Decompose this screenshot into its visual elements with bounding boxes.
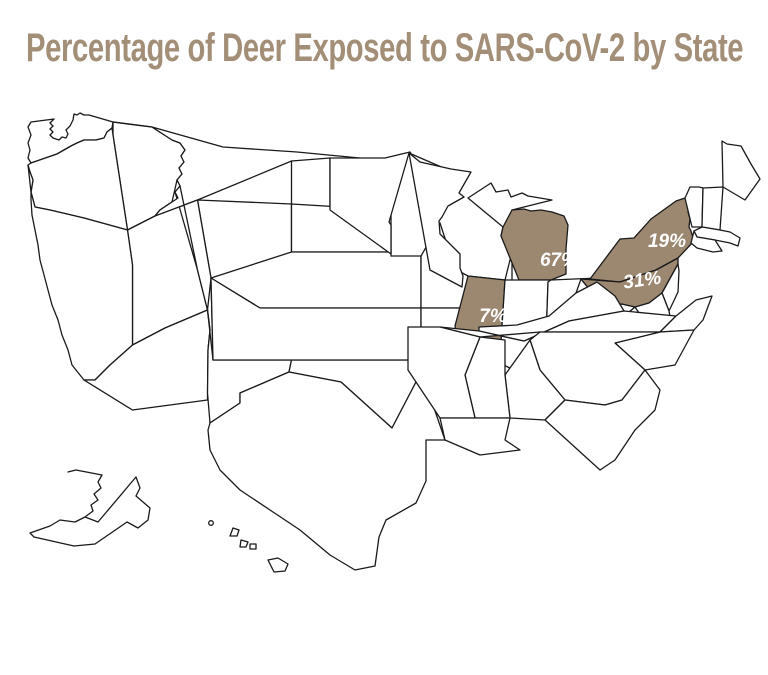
svg-text:7%: 7%: [479, 306, 507, 327]
svg-text:67%: 67%: [540, 250, 578, 271]
svg-text:19%: 19%: [648, 231, 686, 252]
